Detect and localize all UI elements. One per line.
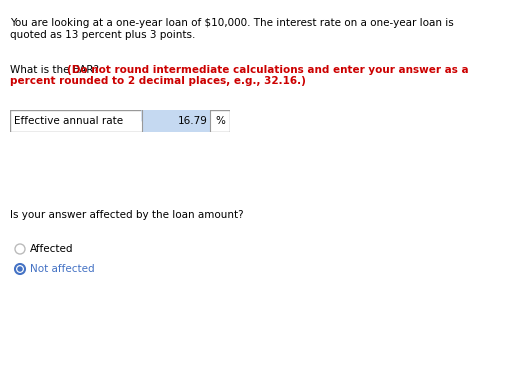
Text: Affected: Affected	[30, 244, 74, 254]
Text: %: %	[215, 116, 225, 126]
FancyBboxPatch shape	[10, 110, 230, 132]
Polygon shape	[142, 110, 148, 121]
Text: Is your answer affected by the loan amount?: Is your answer affected by the loan amou…	[10, 210, 243, 220]
Text: (Do not round intermediate calculations and enter your answer as a: (Do not round intermediate calculations …	[67, 65, 469, 75]
Text: Not affected: Not affected	[30, 264, 95, 274]
Circle shape	[17, 266, 23, 272]
Circle shape	[15, 264, 25, 274]
Text: 16.79: 16.79	[177, 116, 207, 126]
Text: You are looking at a one-year loan of $10,000. The interest rate on a one-year l: You are looking at a one-year loan of $1…	[10, 18, 454, 40]
Text: Effective annual rate: Effective annual rate	[14, 116, 123, 126]
Text: What is the EAR?: What is the EAR?	[10, 65, 102, 75]
Text: percent rounded to 2 decimal places, e.g., 32.16.): percent rounded to 2 decimal places, e.g…	[10, 76, 306, 86]
FancyBboxPatch shape	[142, 110, 210, 132]
Circle shape	[15, 244, 25, 254]
